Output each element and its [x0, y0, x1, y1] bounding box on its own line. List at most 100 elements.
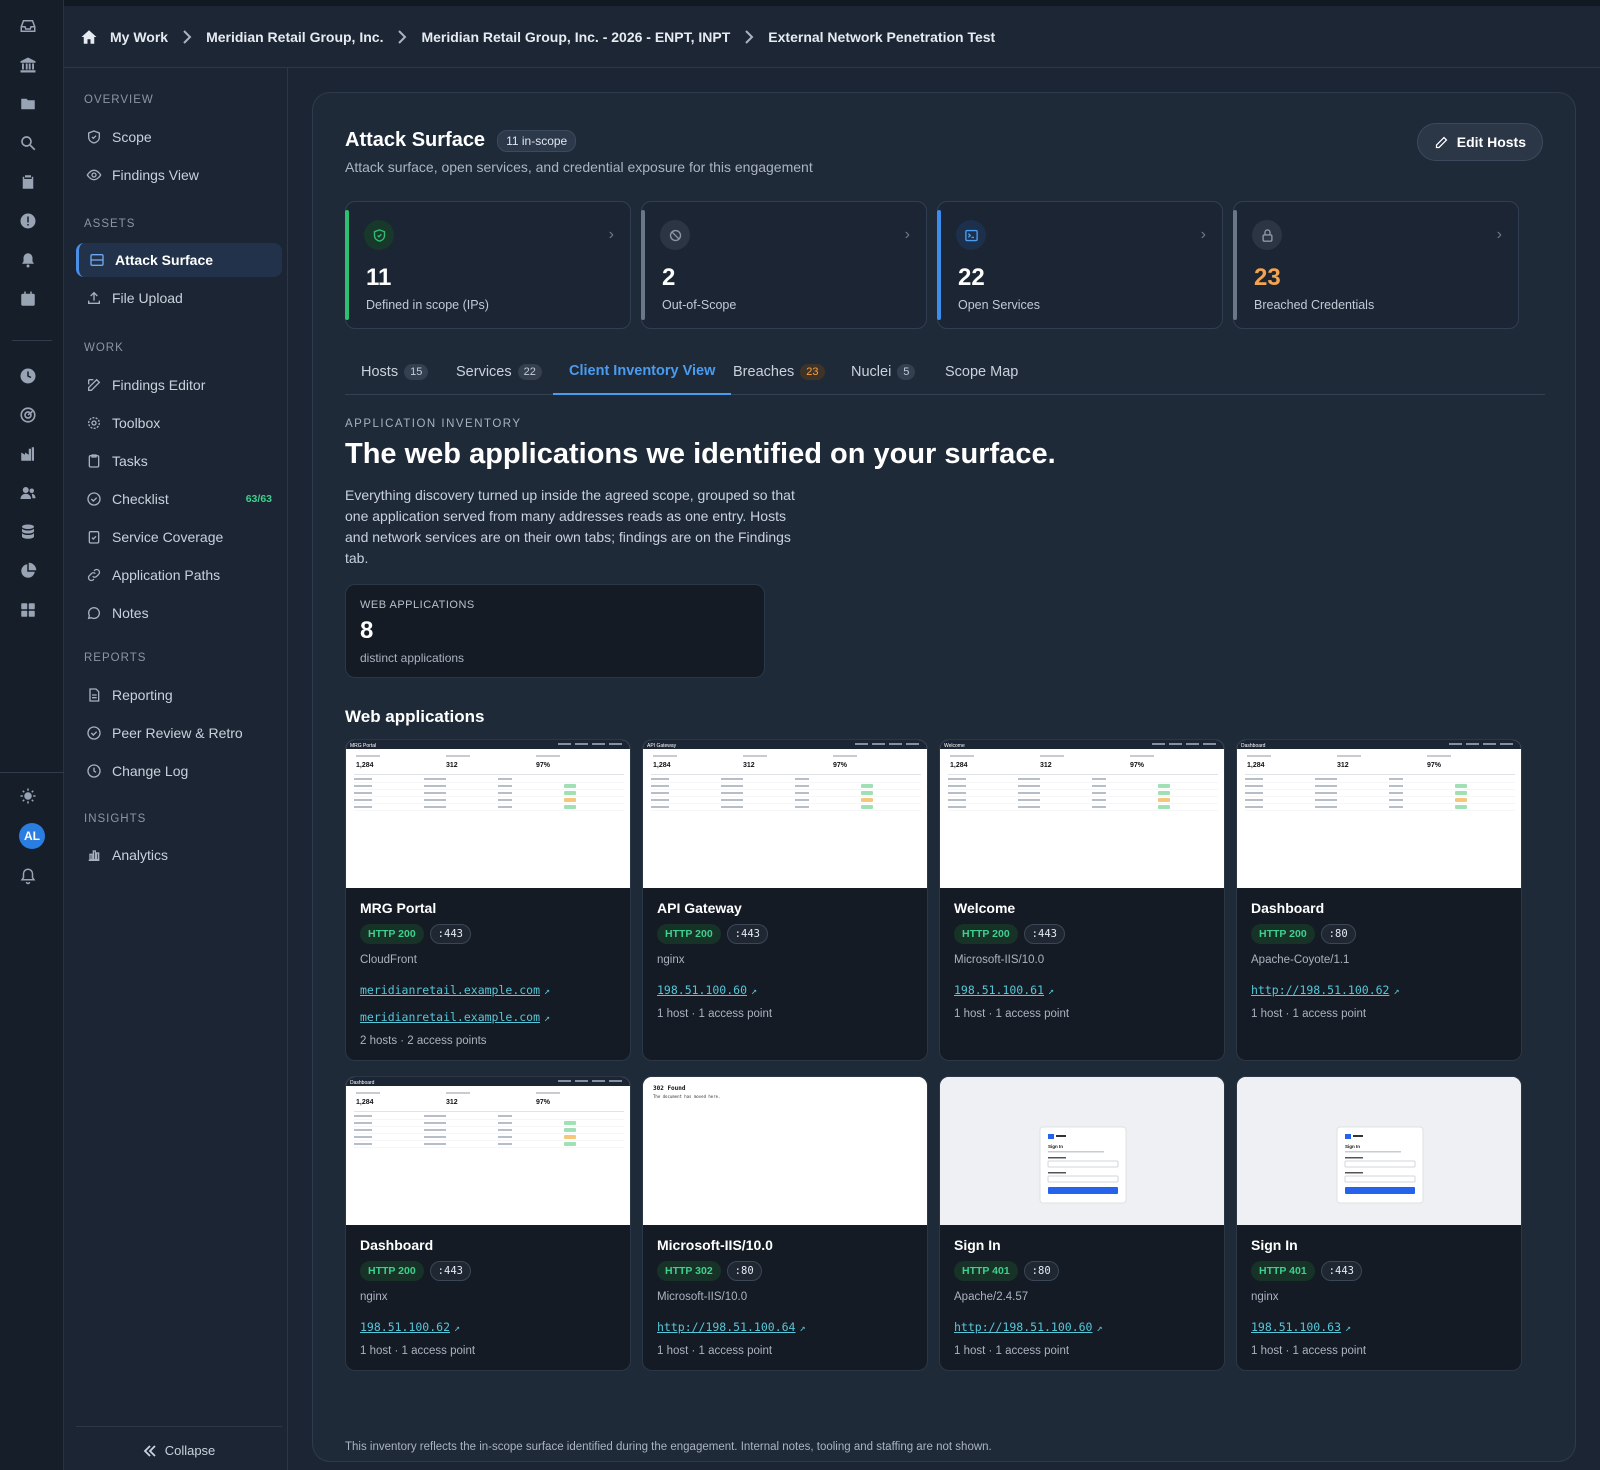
breadcrumb-test[interactable]: External Network Penetration Test	[768, 28, 996, 45]
web-applications-heading: Web applications	[345, 707, 485, 726]
app-screenshot-thumbnail[interactable]: 302 Found The document has moved here.	[643, 1077, 927, 1225]
stat-card-open-services[interactable]: › 22 Open Services	[937, 201, 1223, 329]
app-host-count: 1 host · 1 access point	[657, 1008, 773, 1020]
tab-breaches[interactable]: Breaches 23	[733, 349, 825, 395]
breadcrumb-my-work[interactable]: My Work	[110, 28, 169, 45]
tab-nuclei[interactable]: Nuclei 5	[851, 349, 916, 395]
clipboard-icon[interactable]	[18, 172, 38, 192]
web-app-card[interactable]: API Gateway 1,284 312 97% API Gateway HTTP 20…	[642, 739, 928, 1061]
sidebar-item-file-upload[interactable]: File Upload	[76, 281, 282, 315]
collapse-button[interactable]: Collapse	[76, 1426, 282, 1458]
app-link[interactable]: meridianretail.example.com ↗	[360, 1010, 550, 1024]
alert-icon[interactable]	[18, 211, 38, 231]
nav-section-work: WORK	[84, 342, 124, 354]
sidebar-item-application-paths[interactable]: Application Paths	[76, 558, 282, 592]
folder-icon[interactable]	[18, 94, 38, 114]
chevron-right-icon: ›	[904, 226, 910, 243]
grid-icon[interactable]	[18, 600, 38, 620]
sidebar-item-label: Scope	[112, 129, 152, 145]
bell-icon[interactable]	[18, 250, 38, 270]
stat-label: Defined in scope (IPs)	[366, 298, 489, 312]
factory-icon[interactable]	[18, 444, 38, 464]
app-screenshot-thumbnail[interactable]: Dashboard 1,284 312 97%	[1237, 740, 1521, 888]
home-icon[interactable]	[80, 28, 98, 46]
app-link[interactable]: 198.51.100.62 ↗	[360, 1320, 460, 1334]
app-link-text: http://198.51.100.64	[657, 1320, 796, 1334]
external-link-icon: ↗	[799, 1323, 806, 1334]
inventory-description: Everything discovery turned up inside th…	[345, 487, 795, 566]
radar-icon[interactable]	[18, 405, 38, 425]
web-app-card[interactable]: Sign In Sign In HTTP 401:80 Apache/2.4.57 ht…	[939, 1076, 1225, 1371]
web-app-card[interactable]: Dashboard 1,284 312 97% Dashboard HTTP 200:44…	[345, 1076, 631, 1371]
web-app-card[interactable]: Dashboard 1,284 312 97% Dashboard HTTP 200:80…	[1236, 739, 1522, 1061]
link-icon	[86, 567, 102, 583]
app-screenshot-thumbnail[interactable]: MRG Portal 1,284 312 97%	[346, 740, 630, 888]
app-screenshot-thumbnail[interactable]: Sign In	[1237, 1077, 1521, 1225]
sidebar-item-reporting[interactable]: Reporting	[76, 678, 282, 712]
sidebar-item-toolbox[interactable]: Toolbox	[76, 406, 282, 440]
web-app-card[interactable]: 302 Found The document has moved here. Mic…	[642, 1076, 928, 1371]
sidebar-item-peer-review[interactable]: Peer Review & Retro	[76, 716, 282, 750]
clock-icon[interactable]	[18, 366, 38, 386]
sidebar-item-notes[interactable]: Notes	[76, 596, 282, 630]
app-link[interactable]: http://198.51.100.62 ↗	[1251, 983, 1400, 997]
stat-accent	[937, 210, 941, 320]
database-icon[interactable]	[18, 522, 38, 542]
sidebar-item-checklist[interactable]: Checklist 63/63	[76, 482, 282, 516]
inbox-icon[interactable]	[18, 16, 38, 36]
app-screenshot-thumbnail[interactable]: Dashboard 1,284 312 97%	[346, 1077, 630, 1225]
stat-card-breached-credentials[interactable]: › 23 Breached Credentials	[1233, 201, 1519, 329]
app-link[interactable]: meridianretail.example.com ↗	[360, 983, 550, 997]
app-link[interactable]: 198.51.100.61 ↗	[954, 983, 1054, 997]
chat-icon	[86, 605, 102, 621]
sun-icon[interactable]	[18, 786, 38, 806]
app-screenshot-thumbnail[interactable]: Sign In	[940, 1077, 1224, 1225]
http-status-badge: HTTP 200	[360, 924, 424, 944]
web-app-card[interactable]: Welcome 1,284 312 97% Welcome HTTP 200:443 Mic…	[939, 739, 1225, 1061]
app-link[interactable]: http://198.51.100.64 ↗	[657, 1320, 806, 1334]
bank-icon[interactable]	[18, 55, 38, 75]
sidebar-item-findings-editor[interactable]: Findings Editor	[76, 368, 282, 402]
app-host-count: 1 host · 1 access point	[1251, 1345, 1367, 1357]
app-server: Microsoft-IIS/10.0	[954, 954, 1045, 966]
tab-hosts[interactable]: Hosts 15	[361, 349, 429, 395]
svg-text:1,284: 1,284	[950, 762, 968, 769]
port-badge: :443	[429, 1261, 471, 1281]
tab-scope-map[interactable]: Scope Map	[945, 349, 1018, 395]
search-icon[interactable]	[18, 133, 38, 153]
stat-card-in-scope[interactable]: › 11 Defined in scope (IPs)	[345, 201, 631, 329]
http-status-badge: HTTP 200	[360, 1261, 424, 1281]
app-screenshot-thumbnail[interactable]: API Gateway 1,284 312 97%	[643, 740, 927, 888]
tab-client-inventory-view[interactable]: Client Inventory View	[553, 349, 732, 395]
app-link[interactable]: 198.51.100.63 ↗	[1251, 1320, 1351, 1334]
app-host-count: 2 hosts · 2 access points	[360, 1035, 487, 1047]
avatar[interactable]: AL	[19, 823, 45, 849]
users-icon[interactable]	[18, 483, 38, 503]
sidebar-item-analytics[interactable]: Analytics	[76, 838, 282, 872]
sidebar-item-service-coverage[interactable]: Service Coverage	[76, 520, 282, 554]
svg-text:97%: 97%	[833, 762, 848, 769]
breadcrumb-engagement[interactable]: Meridian Retail Group, Inc. - 2026 - ENP…	[421, 28, 731, 45]
port-badge: :443	[1023, 924, 1065, 944]
sidebar-item-findings-view[interactable]: Findings View	[76, 158, 282, 192]
pie-chart-icon[interactable]	[18, 561, 38, 581]
calendar-icon[interactable]	[18, 289, 38, 309]
sidebar-item-tasks[interactable]: Tasks	[76, 444, 282, 478]
app-status-chips: HTTP 200:443	[954, 924, 1065, 944]
stat-card-out-of-scope[interactable]: › 2 Out-of-Scope	[641, 201, 927, 329]
tab-services[interactable]: Services 22	[456, 349, 542, 395]
sidebar-item-scope[interactable]: Scope	[76, 120, 282, 154]
sidebar-item-attack-surface[interactable]: Attack Surface	[76, 243, 282, 277]
app-link[interactable]: 198.51.100.60 ↗	[657, 983, 757, 997]
app-screenshot-thumbnail[interactable]: Welcome 1,284 312 97%	[940, 740, 1224, 888]
web-app-card[interactable]: MRG Portal 1,284 312 97% MRG Portal HTTP 200:…	[345, 739, 631, 1061]
sidebar-item-label: Notes	[112, 605, 149, 621]
edit-hosts-button[interactable]: Edit Hosts	[1416, 123, 1543, 161]
app-link-text: 198.51.100.63	[1251, 1320, 1342, 1334]
breadcrumb-client[interactable]: Meridian Retail Group, Inc.	[206, 28, 384, 45]
notification-bell-icon[interactable]	[18, 866, 38, 886]
web-app-card[interactable]: Sign In Sign In HTTP 401:443 nginx 198.51.10…	[1236, 1076, 1522, 1371]
sidebar-item-change-log[interactable]: Change Log	[76, 754, 282, 788]
app-link[interactable]: http://198.51.100.60 ↗	[954, 1320, 1103, 1334]
stat-accent	[641, 210, 645, 320]
